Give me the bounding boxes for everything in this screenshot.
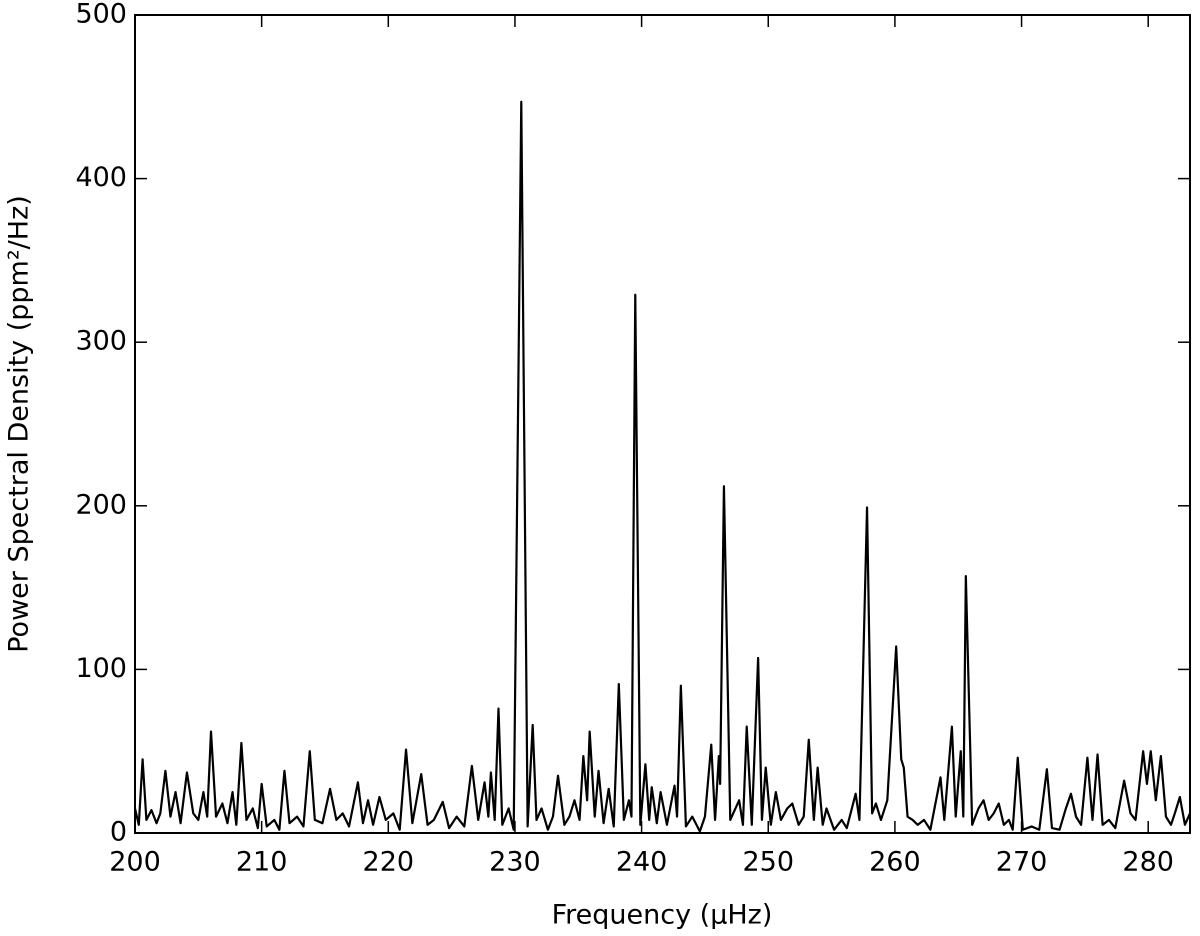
x-tick-label: 260 (869, 847, 921, 878)
x-tick-label: 240 (616, 847, 668, 878)
x-tick-label: 250 (742, 847, 794, 878)
x-tick-label: 200 (109, 847, 161, 878)
x-tick-label: 230 (489, 847, 541, 878)
x-tick-label: 220 (363, 847, 415, 878)
y-tick-label: 0 (110, 817, 127, 848)
y-tick-label: 100 (75, 653, 127, 684)
x-axis-label: Frequency (μHz) (552, 900, 773, 931)
x-tick-label: 270 (996, 847, 1048, 878)
y-tick-label: 400 (75, 162, 127, 193)
spectrum-line (133, 100, 1192, 833)
y-tick-label: 300 (75, 326, 127, 357)
y-tick-label: 500 (75, 0, 127, 30)
plot-frame (134, 14, 1191, 834)
x-tick-label: 280 (1122, 847, 1174, 878)
x-tick-label: 210 (236, 847, 288, 878)
y-tick-label: 200 (75, 489, 127, 520)
y-axis-label: Power Spectral Density (ppm²/Hz) (4, 195, 35, 653)
